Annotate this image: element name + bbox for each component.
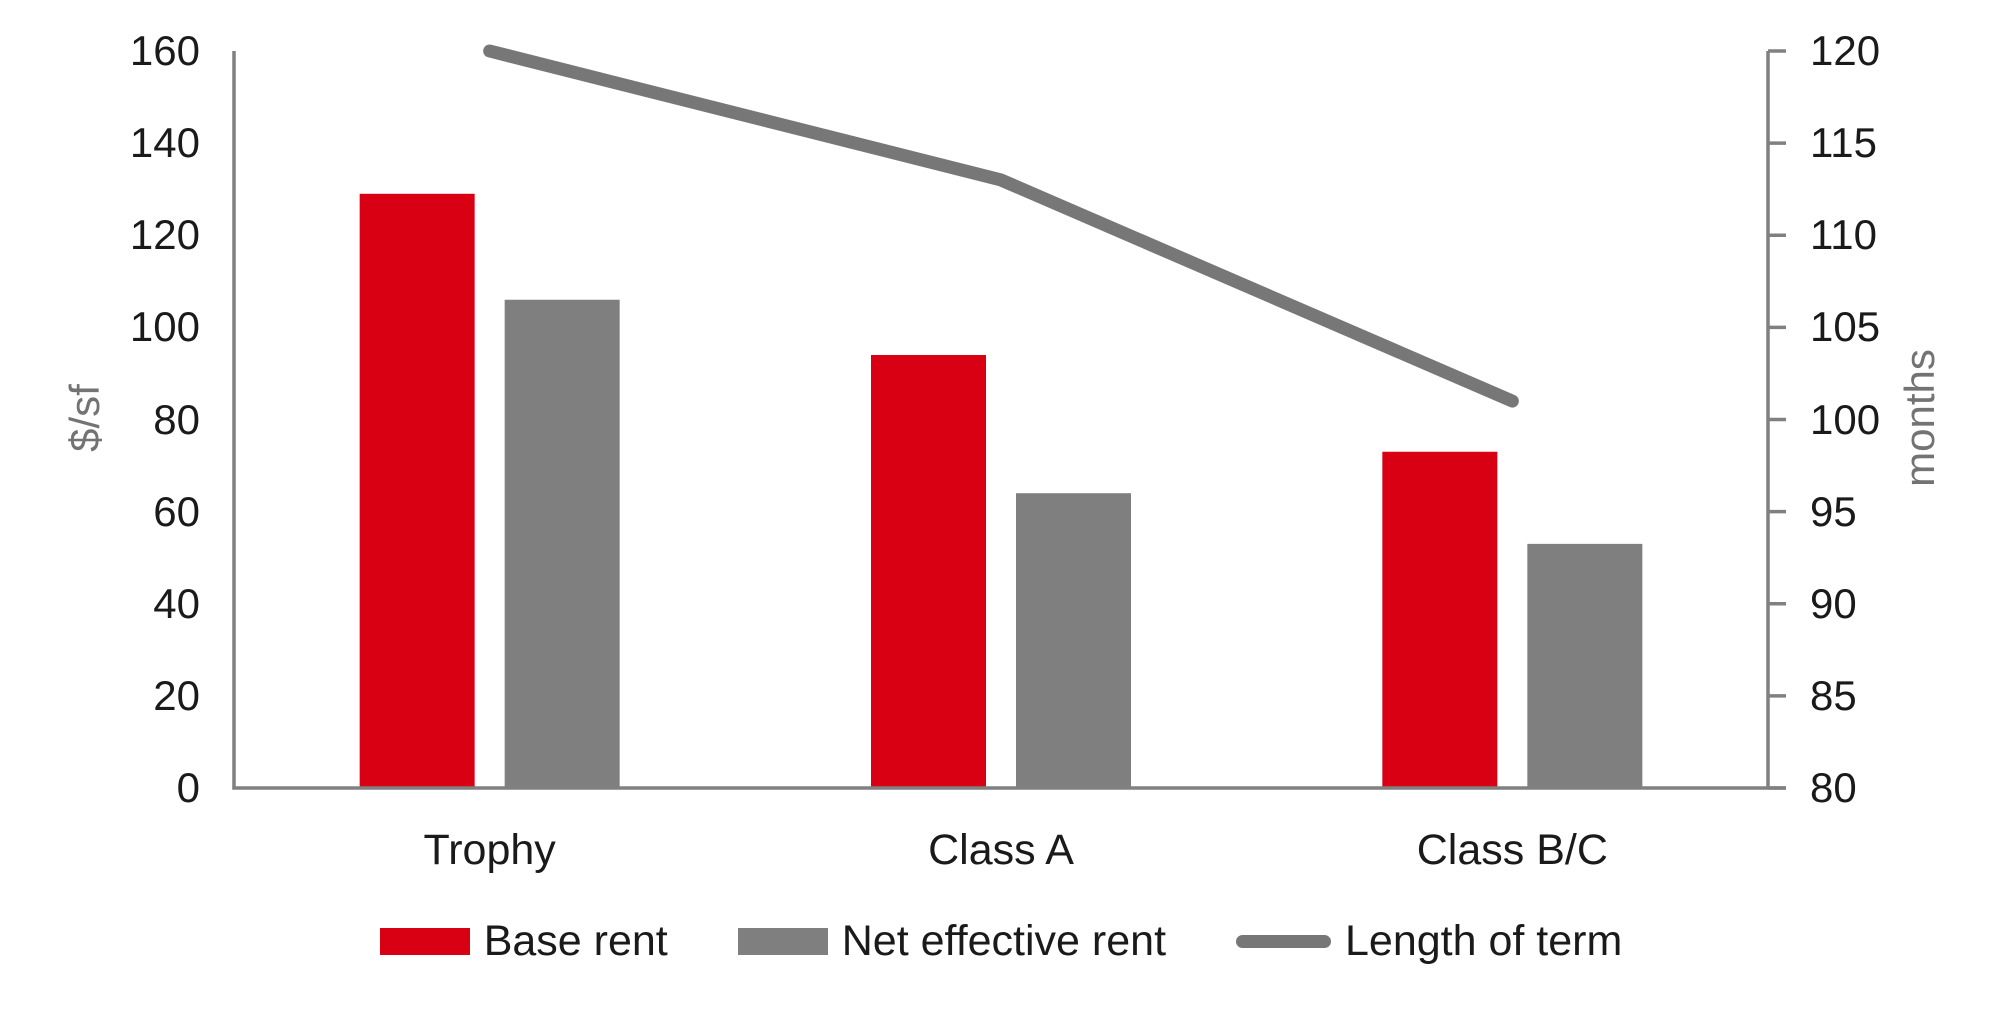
net-effective-rent-swatch-icon — [737, 927, 828, 955]
length-of-term-line — [483, 44, 1519, 408]
left-axis-tick-label: 160 — [129, 27, 200, 74]
x-axis-category-label: Class A — [928, 826, 1074, 874]
left-axis-tick-label: 0 — [176, 764, 200, 811]
right-axis-tick-label: 85 — [1810, 671, 1857, 719]
legend-item-net-effective-rent: Net effective rent — [737, 914, 1167, 968]
right-axis-tick-label: 115 — [1810, 119, 1877, 167]
bar-net-effective-rent-trophy — [504, 299, 620, 788]
right-axis-title: months — [1896, 349, 1943, 487]
bar-base-rent-trophy — [359, 193, 475, 788]
left-axis-tick-label: 100 — [129, 303, 200, 351]
x-axis-category-label: Trophy — [423, 826, 556, 874]
left-axis-tick-labels: 160 140 120 100 80 60 40 20 0 — [0, 25, 200, 814]
right-axis-tick-label: 90 — [1810, 579, 1857, 627]
left-axis-tick-label: 20 — [153, 671, 200, 719]
left-axis-tick-label: 60 — [153, 487, 200, 535]
left-axis-title: $/sf — [61, 384, 108, 452]
left-axis-tick-label: 120 — [129, 211, 200, 259]
legend-label: Base rent — [483, 917, 668, 965]
legend-item-length-of-term: Length of term — [1236, 914, 1622, 968]
right-axis-tick-label: 95 — [1810, 487, 1857, 535]
left-axis-tick-label: 140 — [129, 119, 200, 167]
x-axis-category-label: Class B/C — [1416, 826, 1608, 874]
bar-base-rent-class-a — [871, 355, 986, 788]
legend: Base rent Net effective rent Length of t… — [234, 914, 1768, 968]
x-axis-category-labels: Trophy Class A Class B/C — [234, 824, 1768, 876]
length-of-term-line-swatch-icon — [1236, 934, 1332, 948]
right-axis-tick-label: 100 — [1810, 395, 1881, 443]
right-axis-tick-label: 80 — [1810, 764, 1857, 811]
base-rent-swatch-icon — [379, 927, 470, 955]
right-axis-tick-label: 110 — [1810, 211, 1877, 259]
bar-base-rent-class-b-c — [1382, 451, 1498, 788]
legend-label: Length of term — [1345, 917, 1623, 965]
left-axis-tick-label: 80 — [153, 395, 200, 443]
right-axis-tick-label: 105 — [1810, 303, 1881, 351]
right-axis-tick-labels: 120 115 110 105 100 95 90 85 80 — [1810, 25, 2000, 814]
legend-label: Net effective rent — [841, 917, 1167, 965]
legend-item-base-rent: Base rent — [379, 914, 668, 968]
left-axis-tick-label: 40 — [153, 579, 200, 627]
bar-net-effective-rent-class-b-c — [1527, 543, 1643, 788]
bar-net-effective-rent-class-a — [1016, 493, 1131, 788]
right-axis-tick-label: 120 — [1810, 27, 1881, 74]
